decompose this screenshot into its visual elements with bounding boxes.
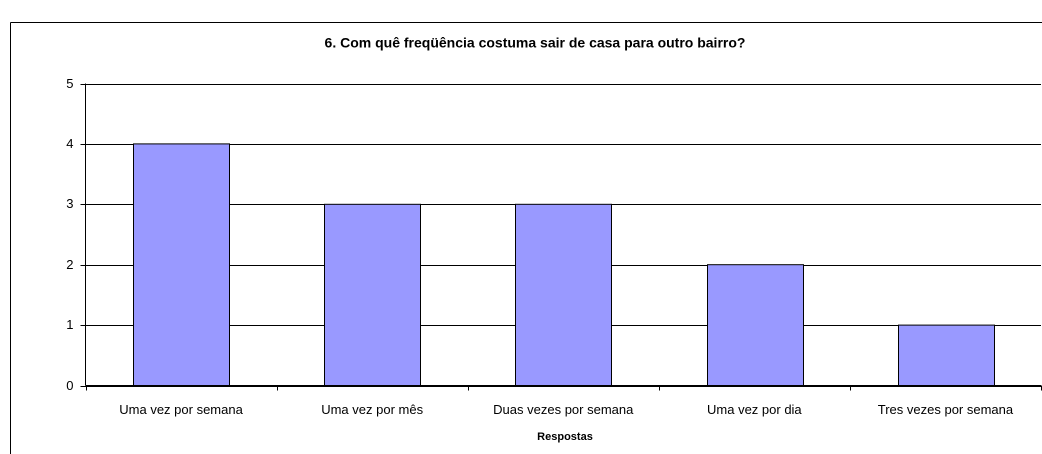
bar (707, 264, 804, 387)
y-tick-label: 3 (66, 196, 73, 211)
x-tick-label: Tres vezes por semana (878, 402, 1014, 417)
x-axis-title: Respostas (537, 431, 593, 443)
bar (133, 143, 230, 386)
y-tick-label: 2 (66, 257, 73, 272)
y-tick-label: 0 (66, 378, 73, 393)
x-tick-label: Uma vez por semana (119, 402, 243, 417)
y-tick-label: 1 (66, 317, 73, 332)
x-tick-label: Uma vez por mês (321, 402, 423, 417)
bar (324, 203, 421, 386)
x-tick-label: Uma vez por dia (707, 402, 802, 417)
y-tick-label: 4 (66, 136, 73, 151)
chart-title: 6. Com quê freqüência costuma sair de ca… (325, 35, 746, 51)
x-tick-label: Duas vezes por semana (493, 402, 634, 417)
y-tick-label: 5 (66, 76, 73, 91)
bar (515, 203, 612, 386)
bar (898, 324, 995, 387)
